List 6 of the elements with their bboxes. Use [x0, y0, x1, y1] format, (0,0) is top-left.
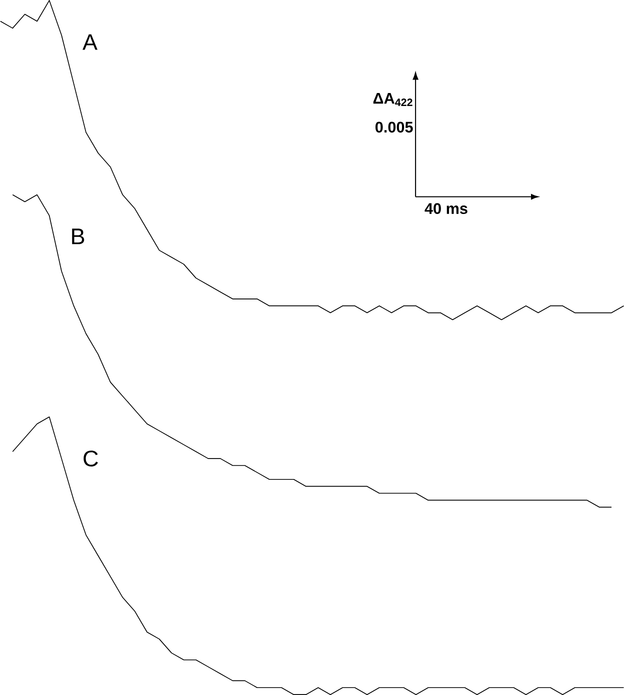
- series-label: C: [84, 450, 98, 467]
- annotation: 0.005: [375, 122, 413, 133]
- series-label: A: [82, 34, 98, 50]
- series-label: B: [72, 228, 84, 244]
- annotation: 40 ms: [424, 203, 468, 214]
- annotation: ΔA$_{422}$: [373, 93, 412, 106]
